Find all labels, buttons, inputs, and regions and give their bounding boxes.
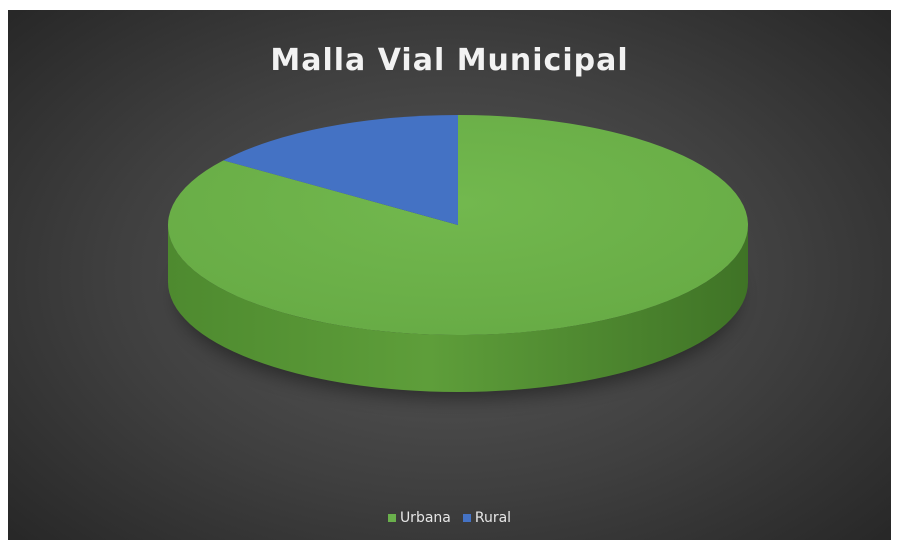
chart-title: Malla Vial Municipal xyxy=(270,43,629,78)
pie-side-wall xyxy=(168,225,748,392)
pie-slice-urbana xyxy=(168,115,749,335)
legend-label: Rural xyxy=(474,510,512,526)
legend-item-urbana: Urbana xyxy=(387,510,451,526)
pie-chart xyxy=(168,115,749,398)
pie-slice-rural xyxy=(223,115,458,225)
legend-swatch xyxy=(387,514,396,522)
chart-area: Malla Vial Municipal Urbana Rural xyxy=(8,10,891,540)
legend-label: Urbana xyxy=(399,510,451,526)
legend-swatch xyxy=(462,514,471,522)
chart-legend: Urbana Rural xyxy=(8,510,891,526)
legend-item-rural: Rural xyxy=(462,510,512,526)
